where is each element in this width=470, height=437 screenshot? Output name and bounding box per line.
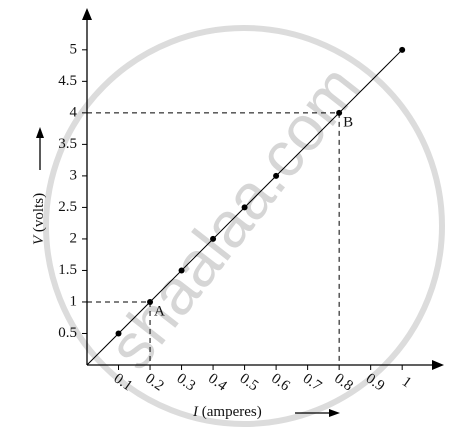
x-tick-label: 0.7 [300,371,325,395]
y-axis-label: V (volts) [31,193,47,245]
fit-line [86,49,403,366]
x-tick-label: 0.3 [174,371,199,395]
x-axis-arrow [432,360,444,370]
x-label-symbol: I [192,404,199,420]
y-label-symbol: V [31,234,47,245]
watermark: shaalaa.com [94,52,374,382]
y-tick-label: 4 [70,104,78,120]
x-tick-label: 0.5 [237,371,262,395]
y-tick-label: 2 [70,230,78,246]
y-tick-label: 0.5 [58,325,77,341]
x-label-arrow-head [329,409,340,417]
y-label-unit: (volts) [31,193,47,232]
annotation: A [154,303,165,319]
y-axis-arrow [82,8,92,20]
y-tick-label: 1 [70,293,78,309]
y-tick-label: 5 [70,41,78,57]
watermark-ring [43,25,445,427]
y-tick-label: 4.5 [58,73,77,89]
x-tick-label: 0.9 [363,371,388,395]
annotation: B [343,114,353,130]
y-label-arrow-head [36,127,44,138]
x-tick-label: 1 [399,374,414,391]
x-tick-label: 0.6 [268,371,293,395]
y-tick-label: 1.5 [58,262,77,278]
x-label-unit: (amperes) [202,404,262,420]
y-tick-label: 3.5 [58,136,77,152]
y-tick-label: 2.5 [58,199,77,215]
x-axis-label: I (amperes) [192,404,262,420]
x-tick-label: 0.4 [205,371,230,395]
y-tick-label: 3 [70,167,78,183]
